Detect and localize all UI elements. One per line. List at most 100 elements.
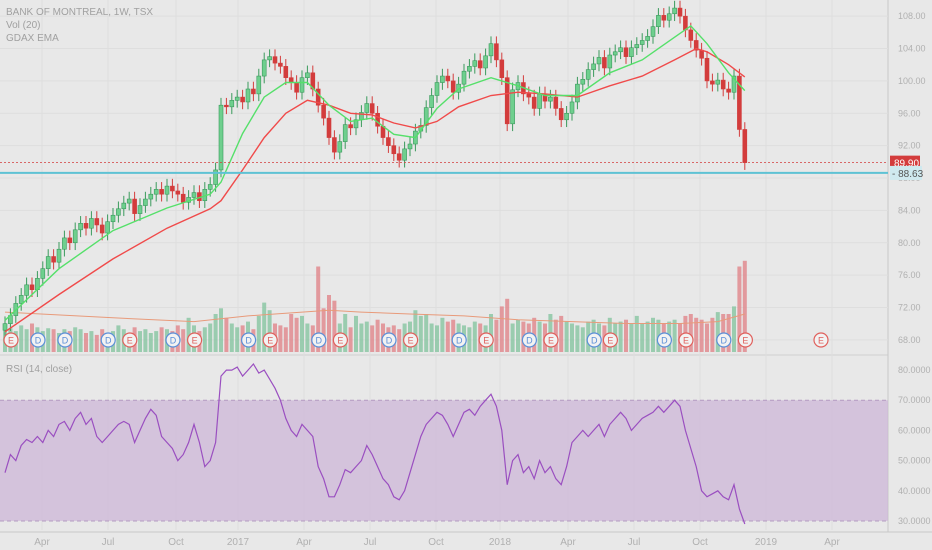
candle-body [477,60,483,69]
event-label: D [245,336,252,346]
candle-body [89,218,94,229]
volume-bar [321,308,326,352]
candle-body [396,153,402,161]
candle-body [580,79,586,85]
volume-bar [705,323,709,352]
candle-body [488,43,494,57]
event-label: E [127,336,133,346]
volume-bar [429,323,434,352]
event-label: D [62,336,69,346]
candle-body [132,198,137,214]
volume-bar [516,319,520,352]
candle-body [423,107,429,126]
dividend-marker [30,332,46,348]
event-label: D [386,336,393,346]
candle-body [650,26,656,37]
candle-body [737,75,742,130]
x-tick-label: Jul [102,537,115,548]
dividend-marker [100,332,116,348]
candle-body [116,208,121,216]
candle-body [278,62,283,67]
volume-bar [73,327,78,352]
event-label: E [483,336,489,346]
candle-body [693,40,699,51]
event-label: E [408,336,414,346]
dividend-marker [381,332,397,348]
candle-body [688,29,694,41]
x-tick-label: Apr [34,537,50,548]
earnings-marker [543,332,559,348]
earnings-marker [478,332,494,348]
volume-bar [300,315,304,352]
candle-body [569,101,575,114]
candle-body [596,57,602,65]
volume-bar [688,314,693,352]
volume-bar [116,325,121,352]
volume-bar [505,298,510,352]
candle-body [450,80,456,93]
volume-bar [559,315,564,352]
volume-bar [624,319,628,352]
candle-body [72,229,78,244]
support-price-label: - 88.63 [892,169,924,180]
volume-bar [359,323,364,352]
candle-body [369,103,375,114]
volume-bar [510,323,515,352]
volume-bar [710,317,715,352]
dividend-marker [165,332,181,348]
candle-body [218,104,224,171]
price-tick-label: 68.00 [898,335,921,345]
dividend-marker [57,332,73,348]
candle-body [283,66,289,78]
volume-bar [370,325,375,352]
earnings-marker [187,332,203,348]
volume-bar [651,317,655,352]
ema-fast-line [4,24,746,321]
rsi-label: RSI (14, close) [6,364,73,375]
event-label: E [548,336,554,346]
candle-body [94,218,100,226]
candle-body [175,190,181,195]
candle-body [510,89,515,125]
candle-body [677,7,683,17]
rsi-line [4,362,746,525]
candle-body [56,248,62,263]
support-price-tag [890,165,922,180]
volume-bar [418,315,423,352]
candle-body [661,15,667,21]
candle-body [180,193,186,203]
x-tick-label: Oct [692,537,708,548]
volume-bar [699,319,704,352]
volume-bar [51,329,56,352]
earnings-marker [737,332,754,348]
candle-body [504,77,510,125]
candle-body [267,56,272,61]
volume-bar [732,306,736,352]
volume-bar [435,325,439,352]
rsi-tick-label: 40.0000 [898,486,931,496]
event-label: D [105,336,112,346]
candle-body [337,141,343,153]
candle-body [483,55,488,69]
rsi-tick-label: 30.0000 [898,516,931,526]
candle-body [434,82,440,96]
volume-bar [354,315,358,352]
volume-bar [742,260,747,352]
dividend-marker [716,332,732,348]
volume-bar [575,325,580,352]
candle-body [531,96,537,109]
event-label: E [8,336,14,346]
event-label: E [683,336,689,346]
rsi-tick-label: 80.0000 [898,365,931,375]
candle-body [164,185,170,195]
volume-label: Vol (20) [6,20,41,31]
volume-bar [202,327,207,352]
candle-body [726,88,731,93]
volume-bar [19,325,24,352]
volume-bar [294,317,299,352]
earnings-marker [813,332,829,348]
candle-body [51,256,56,263]
volume-bar [219,308,223,352]
volume-bar [159,327,164,352]
event-label: D [526,336,533,346]
